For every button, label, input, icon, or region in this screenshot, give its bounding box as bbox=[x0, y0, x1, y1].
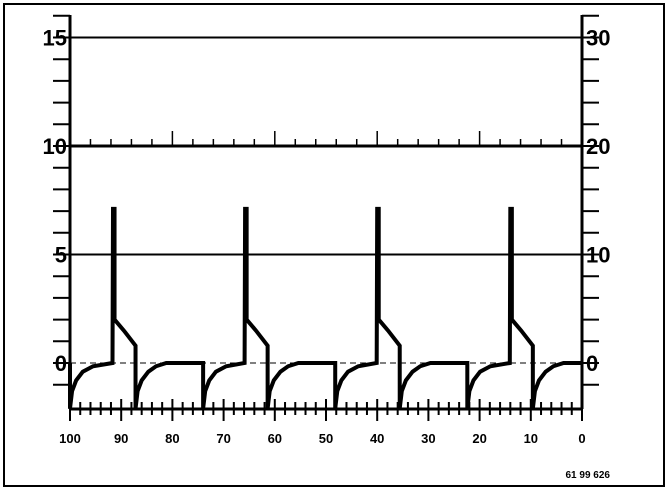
waveform-line-0 bbox=[68, 206, 582, 409]
x-tick-label: 100 bbox=[59, 431, 81, 446]
x-tick-label: 60 bbox=[268, 431, 282, 446]
figure-code: 61 99 626 bbox=[566, 470, 611, 481]
y-left-tick-label: 15 bbox=[43, 26, 67, 51]
x-tick-label: 40 bbox=[370, 431, 384, 446]
y-left-tick-label: 5 bbox=[55, 243, 67, 268]
x-tick-label: 80 bbox=[165, 431, 179, 446]
x-tick-label: 0 bbox=[578, 431, 585, 446]
x-tick-label: 70 bbox=[216, 431, 230, 446]
x-tick-label: 90 bbox=[114, 431, 128, 446]
y-right-tick-label: 20 bbox=[586, 134, 610, 159]
x-tick-label: 30 bbox=[421, 431, 435, 446]
frame-border bbox=[3, 3, 665, 487]
y-left-tick-label: 10 bbox=[43, 134, 67, 159]
x-tick-label: 10 bbox=[524, 431, 538, 446]
y-right-tick-label: 10 bbox=[586, 243, 610, 268]
y-right-tick-label: 0 bbox=[586, 351, 598, 376]
x-tick-label: 50 bbox=[319, 431, 333, 446]
y-left-tick-label: 0 bbox=[55, 351, 67, 376]
y-right-tick-label: 30 bbox=[586, 26, 610, 51]
x-tick-label: 20 bbox=[472, 431, 486, 446]
